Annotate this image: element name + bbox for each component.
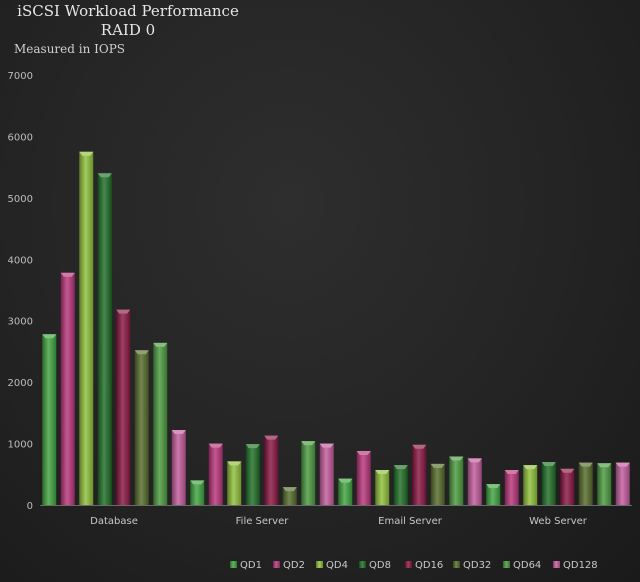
bar-top-bevel [449,456,464,461]
legend-swatch [273,561,280,568]
bar [319,443,334,505]
legend-label: QD8 [369,560,391,571]
x-tick-label: Database [90,516,138,527]
bar [356,450,371,505]
bar [375,469,390,505]
bar-top-bevel [467,458,482,463]
bar-top-bevel [504,469,519,474]
bar-top-bevel [301,441,316,446]
bar [541,462,556,505]
x-tick-label: File Server [236,516,290,527]
bar-top-bevel [430,463,445,468]
legend-label: QD32 [463,560,491,571]
legend-swatch [503,561,510,568]
legend-label: QD2 [283,560,305,571]
bar-top-bevel [97,173,112,178]
legend-swatch [553,561,560,568]
y-tick-label: 1000 [8,440,33,451]
bar-top-bevel [116,309,131,314]
x-tick-label: Email Server [378,516,443,527]
y-tick-label: 4000 [8,255,33,266]
chart-title: iSCSI Workload Performance [17,2,239,20]
bar [449,456,464,505]
bar [264,435,279,505]
legend-label: QD1 [240,560,262,571]
bar-top-bevel [375,469,390,474]
bar [504,469,519,505]
bar-top-bevel [245,444,260,449]
bar [301,441,316,505]
bar-top-bevel [486,484,501,489]
bar-top-bevel [393,465,408,470]
bar-top-bevel [264,435,279,440]
bar [153,342,168,505]
bar [597,463,612,505]
legend-swatch [230,561,237,568]
bar [190,480,205,505]
bar-top-bevel [227,461,242,466]
legend-label: QD128 [563,560,598,571]
y-tick-label: 0 [27,501,33,512]
bar-top-bevel [79,151,94,156]
legend-swatch [359,561,366,568]
bar-top-bevel [541,462,556,466]
bar [486,484,501,505]
legend-label: QD64 [513,560,541,571]
legend-label: QD16 [415,560,443,571]
bar [467,458,482,505]
bar [42,334,57,505]
bar [578,462,593,505]
bar-top-bevel [282,487,297,492]
legend-swatch [405,561,412,568]
bar-top-bevel [412,444,427,449]
bar [227,461,242,505]
bar-top-bevel [319,443,334,448]
bar-top-bevel [615,462,630,467]
bar-top-bevel [42,334,57,339]
bar [245,444,260,505]
bar-top-bevel [153,342,168,347]
bar-top-bevel [171,430,186,435]
bar [208,443,223,505]
bar [171,430,186,505]
chart-subtitle: RAID 0 [100,21,156,39]
bar-top-bevel [597,463,612,468]
bar [79,151,94,506]
y-tick-label: 7000 [8,71,33,82]
chart-title-block: iSCSI Workload Performance RAID 0 [8,2,248,40]
bar-top-bevel [523,465,538,470]
bar-top-bevel [578,462,593,467]
y-tick-label: 6000 [8,132,33,143]
y-tick-label: 3000 [8,317,33,328]
bar-top-bevel [190,480,205,485]
y-tick-label: 5000 [8,194,33,205]
x-tick-label: Web Server [529,516,588,527]
legend-label: QD4 [326,560,348,571]
bar-top-bevel [134,350,149,355]
bar [430,463,445,505]
bar-top-bevel [60,272,75,277]
bar [523,465,538,505]
bar [393,465,408,505]
bar-top-bevel [208,443,223,448]
bar [282,487,297,505]
legend-swatch [316,561,323,568]
legend-swatch [453,561,460,568]
bar [97,173,112,506]
bar [134,350,149,505]
bar [60,272,75,505]
bar-top-bevel [356,450,371,455]
bar [615,462,630,505]
y-tick-label: 2000 [8,378,33,389]
bar [560,468,575,505]
bar-top-bevel [560,468,575,473]
bar [412,444,427,505]
bar [338,478,353,505]
bar [116,309,131,505]
y-axis-label: Measured in IOPS [14,42,126,56]
bar-top-bevel [338,478,353,483]
